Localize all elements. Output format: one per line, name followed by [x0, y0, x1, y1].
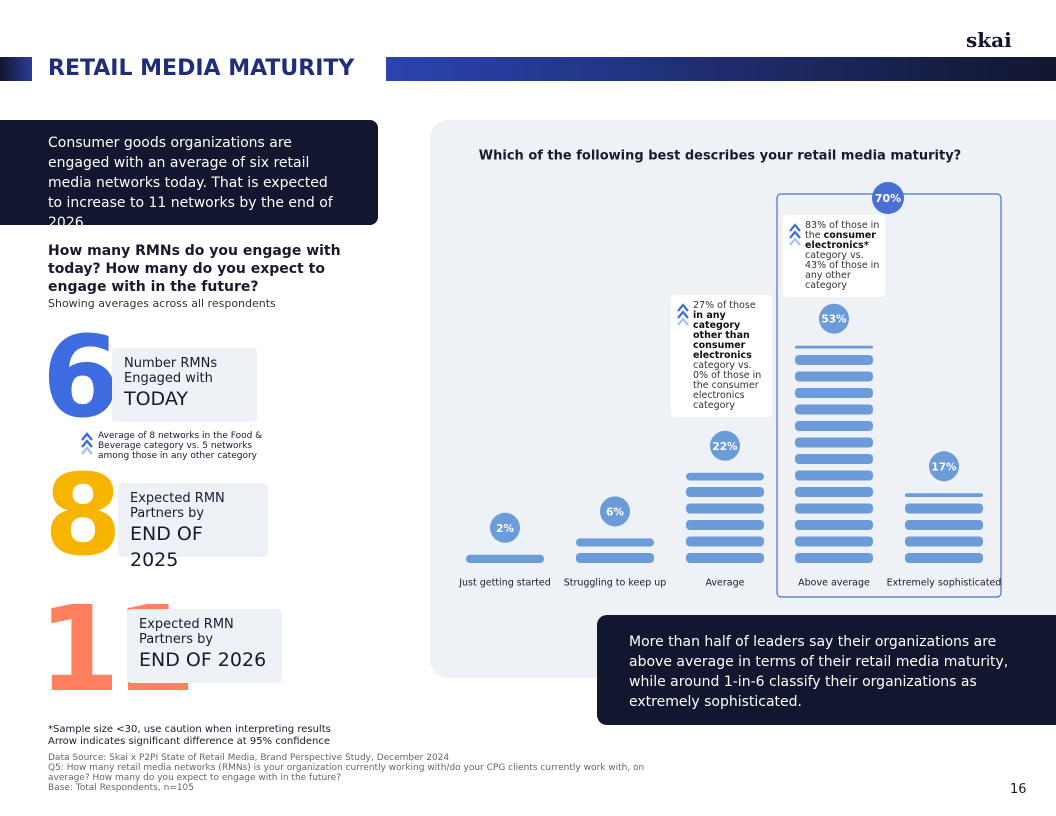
- stat-label: Expected RMN Partners by: [139, 617, 234, 647]
- value-label: 17%: [931, 461, 957, 473]
- total-badge: [872, 182, 904, 214]
- bar-segment: [795, 503, 873, 514]
- value-label: 2%: [496, 523, 514, 535]
- page-title: RETAIL MEDIA MATURITY: [48, 56, 355, 81]
- question-title: How many RMNs do you engage with today? …: [48, 243, 341, 295]
- big-number: 8: [44, 451, 122, 581]
- bar-segment: [795, 487, 873, 497]
- callout-text: More than half of leaders say their orga…: [629, 634, 1009, 710]
- stat-emphasis: END OF 2025: [130, 523, 203, 571]
- bar-segment: [905, 503, 983, 514]
- intro-box: Consumer goods organizations are engaged…: [0, 120, 378, 231]
- chart-title: Which of the following best describes yo…: [479, 149, 961, 164]
- sources: Data Source: Skai x P2PI State of Retail…: [48, 753, 678, 793]
- annotation-text: consumer electronics*: [805, 230, 876, 251]
- page-number: 16: [1010, 782, 1027, 797]
- chart: Which of the following best describes yo…: [458, 149, 1002, 598]
- source: Q5: How many retail media networks (RMNs…: [48, 763, 645, 783]
- footnotes: *Sample size <30, use caution when inter…: [48, 724, 331, 748]
- bar-segment: [795, 371, 873, 382]
- bar-segment: [905, 520, 983, 530]
- value-label: 53%: [821, 314, 847, 326]
- x-tick-label: Above average: [798, 578, 870, 589]
- bar-segment: [576, 538, 654, 547]
- annotation-text: 27% of those: [693, 300, 756, 311]
- stat-box: Expected RMN Partners by END OF 2025: [118, 483, 268, 571]
- bar-segment: [795, 553, 873, 563]
- x-tick-label: Average: [705, 578, 744, 589]
- value-badge: [600, 496, 630, 527]
- annotation-text: category vs. 43% of those in any other c…: [805, 250, 880, 291]
- annotation: 83% of those in the consumer electronics…: [783, 215, 885, 297]
- header-bar: [0, 57, 32, 81]
- bar-segment: [795, 437, 873, 448]
- bar: [795, 345, 873, 563]
- bar: [905, 493, 983, 563]
- arrow-icon: [81, 432, 93, 455]
- stat-note: Average of 8 networks in the Food & Beve…: [98, 431, 263, 461]
- stat-label: Expected RMN Partners by: [130, 491, 225, 521]
- annotation-text: in any category other than consumer elec…: [693, 310, 752, 361]
- bar-segment: [686, 503, 764, 514]
- x-tick-label: Extremely sophisticated: [887, 578, 1002, 589]
- value-badge: [819, 303, 849, 334]
- logo: skai: [966, 28, 1012, 52]
- annotation-text: 83% of those in the: [805, 220, 880, 241]
- bar-segment: [795, 536, 873, 547]
- bar: [466, 554, 544, 563]
- total-label: 70%: [875, 192, 901, 205]
- value-badge: [710, 430, 740, 461]
- source: Base: Total Respondents, n=105: [48, 783, 195, 793]
- question-subtitle: Showing averages across all respondents: [48, 297, 276, 310]
- value-label: 22%: [712, 441, 738, 453]
- stat-emphasis: END OF 2026: [139, 649, 267, 671]
- bar-segment: [795, 454, 873, 464]
- stat-label: Number RMNs Engaged with: [124, 356, 218, 386]
- bar-segment: [905, 536, 983, 547]
- footnote: Arrow indicates significant difference a…: [48, 736, 331, 747]
- bar-segment: [795, 520, 873, 530]
- bar-segment: [795, 404, 873, 415]
- value-badge: [490, 512, 520, 543]
- bar-hit: [686, 473, 764, 563]
- bar-segment: [905, 493, 983, 497]
- footnote: *Sample size <30, use caution when inter…: [48, 724, 331, 735]
- value-label: 6%: [606, 506, 624, 518]
- stat-emphasis: TODAY: [124, 388, 188, 410]
- source: Data Source: Skai x P2PI State of Retail…: [48, 753, 450, 763]
- x-tick-label: Just getting started: [458, 578, 551, 589]
- bar-segment: [576, 553, 654, 563]
- bar-segment: [905, 553, 983, 563]
- bar-segment: [795, 388, 873, 398]
- x-tick-label: Struggling to keep up: [564, 578, 667, 589]
- bar-segment: [795, 355, 873, 365]
- bar-segment: [686, 472, 764, 481]
- bar-segment: [466, 554, 544, 563]
- arrow-icon: [789, 223, 801, 246]
- callout-box: More than half of leaders say their orga…: [597, 615, 1056, 725]
- bar-segment: [686, 487, 764, 497]
- value-badge: [929, 451, 959, 482]
- arrow-icon: [677, 303, 689, 326]
- bar-segment: [686, 520, 764, 530]
- intro-text: Consumer goods organizations are engaged…: [48, 135, 333, 231]
- bar-segment: [795, 345, 873, 349]
- stat-box: Number RMNs Engaged with TODAY: [112, 348, 257, 422]
- bar-segment: [795, 421, 873, 431]
- header-bar: [386, 57, 1056, 81]
- big-number: 6: [42, 313, 120, 443]
- annotation-text: category vs. 0% of those in the consumer…: [693, 360, 762, 411]
- bar-segment: [686, 553, 764, 563]
- bar: [686, 472, 764, 563]
- stat-box: Expected RMN Partners by END OF 2026: [127, 609, 282, 683]
- bar-segment: [795, 470, 873, 481]
- bar-segment: [686, 536, 764, 547]
- annotation: 27% of those in any category other than …: [671, 295, 772, 417]
- bar: [576, 538, 654, 563]
